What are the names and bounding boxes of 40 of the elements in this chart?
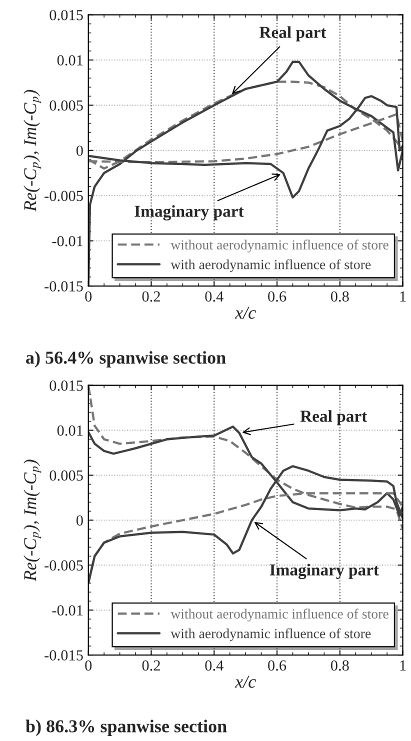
x-tick-label: 0.4 (205, 291, 224, 302)
x-axis-title: x/c (234, 306, 256, 319)
x-tick-label: 1 (400, 660, 406, 671)
y-tick-label: -0.01 (52, 605, 83, 616)
y-tick-label: 0 (76, 515, 83, 526)
y-tick-label: -0.005 (44, 190, 83, 202)
legend-label: without aerodynamic influence of store (170, 608, 388, 622)
x-axis-title: x/c (234, 676, 256, 688)
text: b) 86.3% spanwise section (26, 720, 227, 736)
annotation: Imaginary part (134, 205, 244, 220)
x-tick-label: 0.8 (330, 291, 349, 302)
x-tick-label: 0.6 (268, 291, 286, 302)
y-tick-label: 0 (76, 146, 83, 156)
y-tick-label: 0.005 (50, 100, 83, 111)
y-tick-label: -0.015 (44, 281, 83, 292)
legend-label: with aerodynamic influence of store (170, 628, 371, 642)
legend-label: with aerodynamic influence of store (170, 259, 371, 272)
x-tick-label: 0.2 (142, 660, 160, 671)
y-tick-label: -0.005 (44, 560, 83, 571)
x-tick-label: 0.8 (330, 660, 349, 671)
y-tick-label: 0.015 (50, 380, 83, 391)
text: a) 56.4% spanwise section (26, 351, 226, 368)
x-tick-label: 0 (85, 660, 92, 671)
legend-label: without aerodynamic influence of store (170, 240, 388, 252)
x-tick-label: 1 (400, 291, 406, 302)
annotation: Real part (259, 26, 326, 42)
y-tick-label: 0.01 (57, 425, 83, 436)
x-tick-label: 0.2 (142, 291, 160, 302)
y-tick-label: 0.01 (57, 55, 83, 66)
y-tick-label: -0.01 (52, 236, 83, 246)
annotation: Imaginary part (270, 564, 379, 580)
x-tick-label: 0.4 (205, 660, 224, 671)
y-axis-title: Re(-C$_{p}$), Im(-C$_{p}$) (24, 90, 42, 212)
y-tick-label: -0.015 (44, 650, 83, 661)
y-tick-label: 0.015 (50, 10, 83, 20)
x-tick-label: 0.6 (268, 660, 286, 671)
annotation: Real part (300, 410, 368, 426)
y-tick-label: 0.005 (50, 470, 83, 481)
x-tick-label: 0 (85, 291, 92, 302)
y-axis-title: Re(-C$_{p}$), Im(-C$_{p}$) (24, 460, 42, 582)
